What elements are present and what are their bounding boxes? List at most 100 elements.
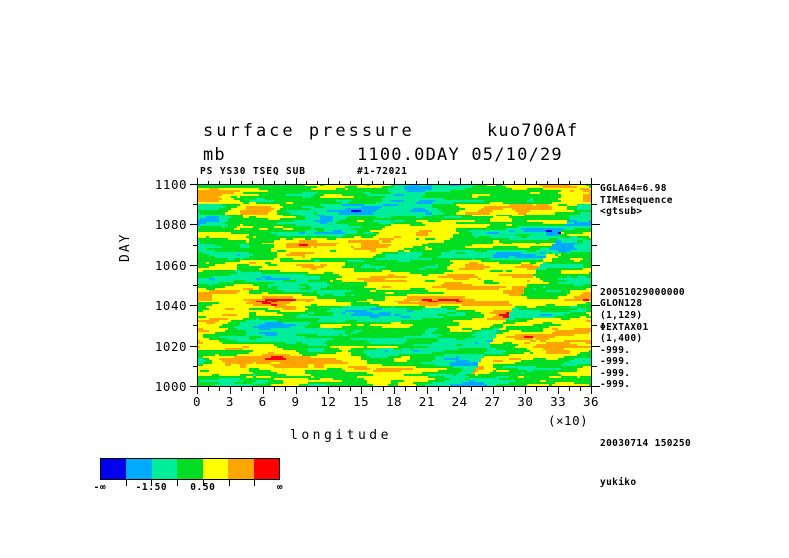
- side-annotation-line: [600, 252, 685, 264]
- units-label: mb: [203, 145, 226, 165]
- colorbar-tick: [125, 480, 127, 486]
- colorbar-tick: [202, 480, 204, 486]
- x-minor-tick: [503, 181, 504, 185]
- side-annotation-line: -999.: [600, 367, 631, 379]
- generation-stamp-block: 20030714 150250 yukiko: [600, 411, 691, 502]
- side-annotation-line: (1,400): [600, 333, 643, 345]
- side-annotation-line: [600, 275, 685, 287]
- x-major-tick: [394, 387, 395, 394]
- colorbar-swatch: [253, 459, 279, 479]
- y-axis-title: DAY: [118, 232, 133, 262]
- y-major-tick: [190, 386, 198, 387]
- x-major-tick: [361, 178, 362, 185]
- time-label: 1100.0DAY 05/10/29: [357, 145, 563, 165]
- x-tick-label: 9: [291, 394, 300, 409]
- side-annotation-line: GGLA64=6.98: [600, 183, 667, 194]
- x-tick-label: 30: [517, 394, 534, 409]
- x-axis-multiplier: (×10): [548, 413, 589, 428]
- x-major-tick: [493, 178, 494, 185]
- x-tick-label: 33: [550, 394, 567, 409]
- x-minor-tick: [241, 387, 242, 391]
- x-tick-label: 18: [385, 394, 403, 409]
- x-minor-tick: [208, 387, 209, 391]
- x-major-tick: [525, 387, 526, 394]
- x-major-tick: [460, 387, 461, 394]
- side-annotation-line: [600, 241, 685, 253]
- x-minor-tick: [449, 387, 450, 391]
- colorbar-swatch: [126, 459, 152, 479]
- x-major-tick: [493, 387, 494, 394]
- x-minor-tick: [471, 181, 472, 185]
- side-annotation-line: -999.: [600, 379, 631, 391]
- x-minor-tick: [405, 387, 406, 391]
- x-major-tick: [296, 387, 297, 394]
- colorbar-label: ∞: [276, 482, 284, 493]
- stamp-datetime: 20030714 150250: [600, 438, 692, 449]
- x-major-tick: [328, 178, 329, 185]
- x-minor-tick: [514, 181, 515, 185]
- colorbar-swatch: [101, 459, 127, 479]
- colorbar-swatch: [151, 459, 178, 479]
- y-major-tick: [592, 184, 600, 185]
- x-minor-tick: [274, 387, 275, 391]
- record-id-label: #1-72021: [357, 166, 408, 177]
- x-minor-tick: [219, 387, 220, 391]
- y-tick-label: 1100: [154, 177, 187, 192]
- x-minor-tick: [339, 181, 340, 185]
- colorbar-tick: [228, 480, 230, 486]
- x-tick-label: 6: [258, 394, 267, 409]
- heatmap-plot-area: [197, 184, 592, 387]
- colorbar-swatch: [202, 459, 229, 479]
- side-annotation-line: <gtsub>: [600, 206, 643, 218]
- x-minor-tick: [285, 387, 286, 391]
- y-major-tick: [190, 265, 198, 266]
- side-annotation-line: -999.: [600, 344, 631, 356]
- x-major-tick: [197, 387, 198, 394]
- side-annotation-line: [600, 229, 685, 241]
- y-major-tick: [592, 224, 600, 225]
- x-minor-tick: [569, 181, 570, 185]
- y-minor-tick: [193, 366, 198, 367]
- x-minor-tick: [252, 181, 253, 185]
- y-major-tick: [592, 346, 600, 347]
- y-minor-tick: [193, 245, 198, 246]
- colorbar-swatches: [100, 458, 280, 480]
- x-minor-tick: [372, 181, 373, 185]
- variable-subtitle: PS YS30 TSEQ SUB: [200, 166, 306, 177]
- x-major-tick: [558, 387, 559, 394]
- x-minor-tick: [372, 387, 373, 391]
- y-tick-label: 1060: [154, 257, 187, 273]
- x-minor-tick: [317, 181, 318, 185]
- case-id-label: kuo700Af: [487, 121, 579, 141]
- x-minor-tick: [306, 181, 307, 185]
- x-minor-tick: [317, 387, 318, 391]
- side-annotation-line: (1,129): [600, 310, 643, 322]
- x-minor-tick: [580, 387, 581, 391]
- colorbar-swatch: [177, 459, 203, 479]
- x-minor-tick: [514, 387, 515, 391]
- colorbar: -∞ -1.50 0.50 ∞: [94, 458, 283, 493]
- y-major-tick: [190, 346, 198, 347]
- x-tick-label: 36: [582, 394, 600, 409]
- x-minor-tick: [503, 387, 504, 391]
- x-tick-label: 0: [192, 394, 202, 409]
- x-minor-tick: [416, 387, 417, 391]
- x-minor-tick: [471, 387, 472, 391]
- x-minor-tick: [339, 387, 340, 391]
- y-major-tick: [592, 305, 600, 306]
- x-minor-tick: [219, 181, 220, 185]
- x-major-tick: [558, 178, 559, 185]
- x-axis-title: longitude: [290, 428, 392, 443]
- x-minor-tick: [536, 387, 537, 391]
- y-minor-tick: [193, 325, 198, 326]
- colorbar-tick: [177, 480, 179, 486]
- x-tick-label: 27: [484, 394, 501, 409]
- side-annotation-block: GGLA64=6.98 TIMEsequence <gtsub> 2005102900…: [600, 183, 685, 391]
- x-minor-tick: [536, 181, 537, 185]
- x-major-tick: [591, 178, 592, 185]
- colorbar-tick: [254, 480, 256, 486]
- y-minor-tick: [193, 285, 198, 286]
- x-minor-tick: [547, 387, 548, 391]
- y-axis-ticks: [189, 184, 198, 387]
- x-minor-tick: [569, 387, 570, 391]
